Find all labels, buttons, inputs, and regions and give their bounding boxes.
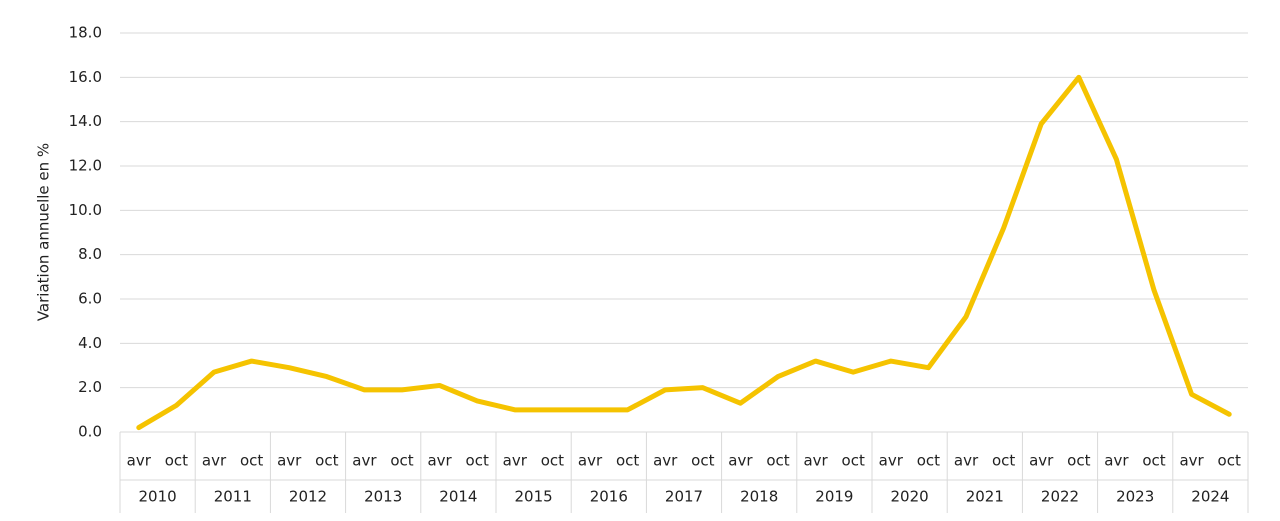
y-tick-label: 18.0 xyxy=(69,24,102,42)
y-tick-label: 10.0 xyxy=(69,201,102,219)
y-tick-label: 14.0 xyxy=(69,112,102,130)
line-series xyxy=(136,74,1232,431)
x-tick-label: avr xyxy=(202,452,227,470)
x-tick-label: avr xyxy=(127,452,152,470)
x-tick-label: oct xyxy=(165,452,188,470)
x-group-label: 2011 xyxy=(214,488,252,506)
x-tick-label: oct xyxy=(240,452,263,470)
y-tick-label: 8.0 xyxy=(78,245,102,263)
x-tick-label: avr xyxy=(427,452,452,470)
y-tick-label: 16.0 xyxy=(69,68,102,86)
x-tick-label: oct xyxy=(616,452,639,470)
x-group-label: 2018 xyxy=(740,488,778,506)
x-group-label: 2024 xyxy=(1191,488,1229,506)
x-tick-label: oct xyxy=(1067,452,1090,470)
y-axis-label: Variation annuelle en % xyxy=(35,143,53,321)
x-tick-label: oct xyxy=(466,452,489,470)
x-group-label: 2022 xyxy=(1041,488,1079,506)
x-tick-label: avr xyxy=(1104,452,1129,470)
x-tick-label: avr xyxy=(503,452,528,470)
x-group-label: 2016 xyxy=(590,488,628,506)
y-tick-label: 12.0 xyxy=(69,157,102,175)
x-tick-label: avr xyxy=(352,452,377,470)
x-group-label: 2014 xyxy=(439,488,477,506)
x-tick-label: oct xyxy=(917,452,940,470)
x-tick-label: avr xyxy=(1029,452,1054,470)
x-group-label: 2021 xyxy=(966,488,1004,506)
x-tick-label: oct xyxy=(691,452,714,470)
y-tick-label: 2.0 xyxy=(78,378,102,396)
y-tick-label: 4.0 xyxy=(78,334,102,352)
x-tick-label: avr xyxy=(954,452,979,470)
x-tick-label: oct xyxy=(541,452,564,470)
x-tick-label: oct xyxy=(1142,452,1165,470)
x-tick-label: oct xyxy=(315,452,338,470)
y-tick-label: 6.0 xyxy=(78,290,102,308)
x-tick-label: avr xyxy=(1179,452,1204,470)
x-group-label: 2010 xyxy=(139,488,177,506)
x-tick-label: avr xyxy=(728,452,753,470)
x-group-label: 2013 xyxy=(364,488,402,506)
y-tick-label: 0.0 xyxy=(78,423,102,441)
x-tick-label: oct xyxy=(390,452,413,470)
x-group-label: 2015 xyxy=(515,488,553,506)
x-group-label: 2012 xyxy=(289,488,327,506)
x-group-label: 2017 xyxy=(665,488,703,506)
x-tick-label: avr xyxy=(879,452,904,470)
x-tick-label: avr xyxy=(277,452,302,470)
x-tick-label: avr xyxy=(803,452,828,470)
x-group-label: 2019 xyxy=(815,488,853,506)
x-tick-label: oct xyxy=(1218,452,1241,470)
x-tick-label: oct xyxy=(842,452,865,470)
x-tick-label: oct xyxy=(992,452,1015,470)
x-group-label: 2023 xyxy=(1116,488,1154,506)
x-tick-label: avr xyxy=(653,452,678,470)
x-tick-label: avr xyxy=(578,452,603,470)
x-group-label: 2020 xyxy=(891,488,929,506)
x-tick-label: oct xyxy=(766,452,789,470)
